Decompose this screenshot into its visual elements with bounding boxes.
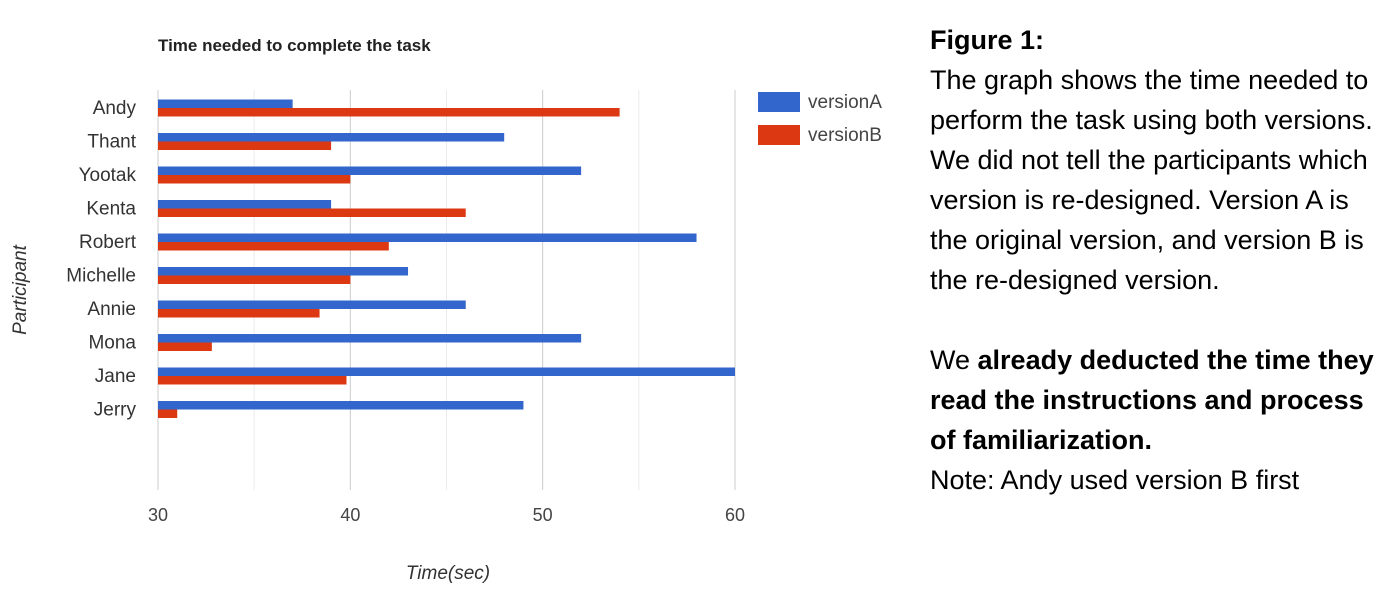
x-tick-label: 50 — [533, 505, 553, 525]
bar-versionB-yootak — [158, 175, 351, 184]
caption-emphasis-prefix: We — [930, 345, 971, 375]
x-tick-label: 40 — [340, 505, 360, 525]
y-tick-label: Robert — [79, 232, 137, 253]
x-tick-label: 60 — [725, 505, 745, 525]
bar-versionB-jerry — [158, 409, 178, 418]
bar-versionB-mona — [158, 342, 212, 351]
chart-title: Time needed to complete the task — [158, 36, 431, 55]
legend-swatch-versionB — [758, 125, 800, 145]
bar-versionA-yootak — [158, 166, 582, 175]
caption-note: Note: Andy used version B first — [930, 465, 1300, 495]
legend-label-versionB: versionB — [808, 125, 882, 146]
bar-versionA-michelle — [158, 267, 409, 276]
bar-versionB-robert — [158, 242, 389, 251]
figure-caption: Figure 1: The graph shows the time neede… — [930, 20, 1380, 500]
bar-versionB-kenta — [158, 208, 466, 217]
x-axis-label: Time(sec) — [406, 563, 490, 584]
y-tick-label: Jane — [95, 366, 136, 387]
y-tick-labels: Andy Thant Yootak Kenta Robert Michelle Annie M… — [66, 98, 136, 421]
x-tick-labels: 30 40 50 60 — [148, 505, 745, 525]
y-tick-label: Andy — [93, 98, 137, 119]
caption-paragraph: The graph shows the time needed to perfo… — [930, 65, 1373, 295]
bar-versionA-thant — [158, 133, 505, 142]
caption-heading: Figure 1: — [930, 25, 1045, 55]
bar-versionB-thant — [158, 141, 332, 150]
y-tick-label: Yootak — [79, 165, 137, 186]
y-tick-label: Jerry — [94, 400, 137, 421]
bar-versionA-jane — [158, 367, 735, 376]
bar-versionA-annie — [158, 300, 466, 309]
y-tick-label: Michelle — [66, 266, 136, 287]
y-axis-label: Participant — [10, 244, 31, 334]
y-tick-label: Annie — [87, 299, 136, 320]
legend-swatch-versionA — [758, 92, 800, 112]
bar-versionA-andy — [158, 99, 293, 108]
legend-label-versionA: versionA — [808, 92, 882, 113]
bar-versionA-kenta — [158, 200, 332, 209]
legend: versionA versionB — [758, 92, 882, 146]
bar-versionA-jerry — [158, 401, 524, 410]
caption-emphasis: We already deducted the time they read t… — [930, 340, 1380, 460]
bar-versionB-annie — [158, 309, 320, 318]
bar-chart: Time needed to complete the task Andy Tha… — [10, 36, 882, 584]
y-tick-label: Kenta — [86, 199, 136, 220]
grid-lines — [157, 90, 736, 490]
caption-emphasis-bold: already deducted the time they read the … — [930, 345, 1374, 455]
bar-versionB-jane — [158, 376, 347, 385]
y-tick-label: Thant — [87, 132, 136, 153]
bar-versionA-robert — [158, 233, 697, 242]
y-tick-label: Mona — [88, 333, 136, 354]
bar-versionB-andy — [158, 108, 620, 117]
bar-versionB-michelle — [158, 275, 351, 284]
bars — [158, 99, 735, 418]
x-tick-label: 30 — [148, 505, 168, 525]
bar-versionA-mona — [158, 334, 582, 343]
